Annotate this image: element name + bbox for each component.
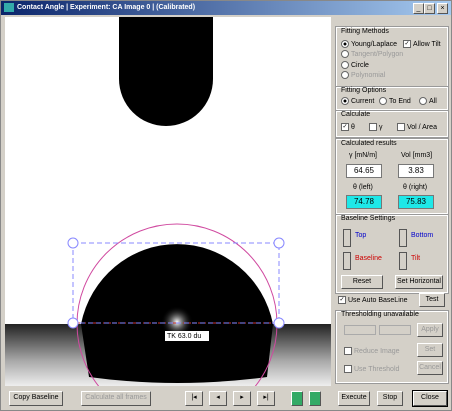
tilt-label: Tilt: [411, 255, 421, 262]
radio-tangent: Tangent/Polygon: [341, 50, 403, 58]
top-spinner[interactable]: [343, 229, 351, 247]
label: To End: [389, 97, 411, 105]
radio-all[interactable]: All: [419, 97, 437, 105]
radio-current[interactable]: Current: [341, 97, 374, 105]
view-button[interactable]: [291, 391, 303, 406]
test-button[interactable]: Test: [419, 293, 445, 307]
checkbox-vol-area[interactable]: Vol / Area: [397, 123, 437, 131]
app-icon: [4, 3, 14, 12]
fitting-options-group: [335, 86, 449, 111]
window-title: Contact Angle | Experiment: CA Image 0 |…: [17, 4, 196, 11]
label: Young/Laplace: [351, 40, 398, 48]
radio-circle[interactable]: Circle: [341, 61, 369, 69]
maximize-button[interactable]: □: [424, 3, 435, 14]
radio-polynomial: Polynomial: [341, 71, 385, 79]
tilt-spinner[interactable]: [399, 252, 407, 270]
calculate-all-frames-button: Calculate all frames: [81, 391, 151, 406]
set-button: Set: [417, 343, 443, 357]
vol-label: Vol [mm3]: [401, 152, 433, 159]
image-label: TK 63.0 du: [167, 333, 201, 340]
minimize-button[interactable]: _: [413, 3, 424, 14]
execute-button[interactable]: Execute: [338, 391, 370, 406]
label: Vol / Area: [407, 123, 437, 131]
theta-right-value: 75.83: [398, 195, 434, 209]
group-title: Thresholding unavailable: [341, 311, 419, 318]
label: γ: [379, 123, 383, 131]
image-view: TK 63.0 du: [5, 17, 331, 386]
set-horizontal-button[interactable]: Set Horizontal: [395, 275, 443, 289]
label: All: [429, 97, 437, 105]
fitting-methods-group: [335, 26, 449, 88]
label: Use Auto BaseLine: [348, 296, 408, 304]
stop-button[interactable]: Stop: [377, 391, 403, 406]
close-button[interactable]: Close: [412, 390, 448, 407]
calculate-group: [335, 110, 449, 138]
baseline-spinner[interactable]: [343, 252, 351, 270]
apply-button: Apply: [417, 323, 443, 337]
threshold-group: [335, 310, 449, 384]
group-title: Calculated results: [341, 140, 397, 147]
group-title: Fitting Methods: [341, 28, 389, 35]
title-bar: Contact Angle | Experiment: CA Image 0 |…: [1, 1, 451, 15]
label: Circle: [351, 61, 369, 69]
theta-left-value: 74.78: [346, 195, 382, 209]
top-label: Top: [355, 232, 367, 239]
cancel-button: Cancel: [417, 361, 443, 375]
group-title: Fitting Options: [341, 87, 387, 94]
vol-value: 3.83: [398, 164, 434, 178]
checkbox-use-threshold: Use Threshold: [344, 365, 399, 373]
results-group: [335, 138, 449, 215]
radio-young-laplace[interactable]: Young/Laplace: [341, 40, 397, 48]
label: θ: [351, 123, 355, 131]
baseline-group: [335, 214, 449, 294]
radio-to-end[interactable]: To End: [379, 97, 411, 105]
bottom-label: Bottom: [411, 232, 434, 239]
theta-left-label: θ (left): [353, 184, 373, 191]
group-title: Baseline Settings: [341, 215, 396, 222]
first-frame-button[interactable]: |◂: [185, 391, 203, 406]
gamma-value: 64.65: [346, 164, 382, 178]
gamma-label: γ [mN/m]: [349, 152, 377, 159]
threshold-field: [379, 325, 411, 335]
label: Polynomial: [351, 71, 386, 79]
label: Reduce Image: [354, 347, 400, 355]
label: Current: [351, 97, 375, 105]
checkbox-gamma[interactable]: γ: [369, 123, 383, 131]
label: Tangent/Polygon: [351, 50, 404, 58]
reset-button[interactable]: Reset: [341, 275, 383, 289]
last-frame-button[interactable]: ▸|: [257, 391, 275, 406]
checkbox-theta[interactable]: ✓ θ: [341, 123, 355, 131]
copy-baseline-button[interactable]: Copy Baseline: [9, 391, 63, 406]
baseline-label: Baseline: [355, 255, 382, 262]
theta-right-label: θ (right): [403, 184, 428, 191]
checkbox-allow-tilt[interactable]: ✓ Allow Tilt: [403, 40, 441, 48]
previous-frame-button[interactable]: ◂: [209, 391, 227, 406]
close-window-button[interactable]: ×: [437, 3, 448, 14]
next-frame-button[interactable]: ▸: [233, 391, 251, 406]
bottom-spinner[interactable]: [399, 229, 407, 247]
group-title: Calculate: [341, 111, 371, 118]
label: Allow Tilt: [413, 40, 441, 48]
threshold-field: [344, 325, 376, 335]
checkbox-auto-baseline[interactable]: ✓ Use Auto BaseLine: [338, 296, 408, 304]
view-button[interactable]: [309, 391, 321, 406]
label: Use Threshold: [354, 365, 400, 373]
checkbox-reduce-image: Reduce Image: [344, 347, 400, 355]
